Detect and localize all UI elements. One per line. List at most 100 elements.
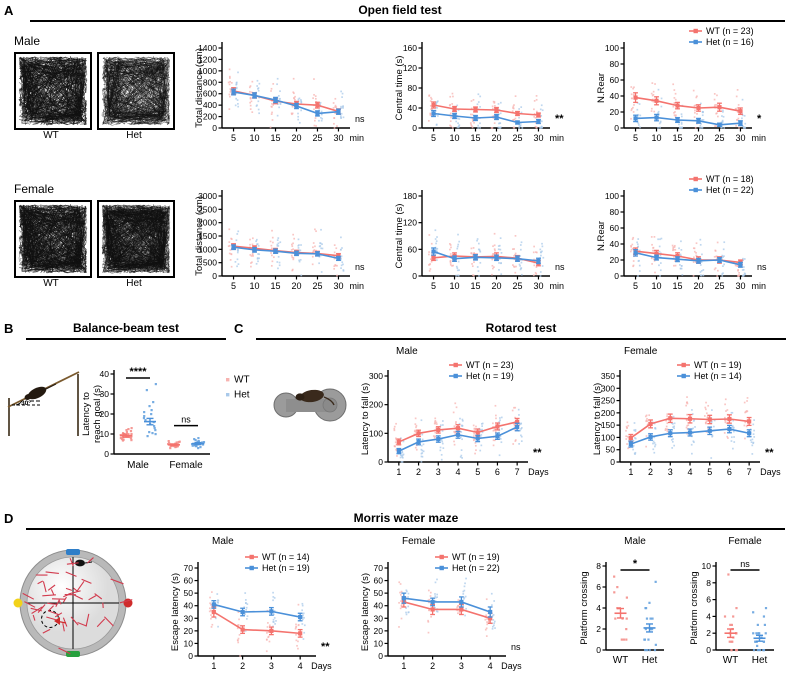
svg-text:WT (n = 19): WT (n = 19) <box>452 552 500 562</box>
svg-text:600: 600 <box>203 89 217 99</box>
svg-text:Days: Days <box>501 661 522 671</box>
chart-female-central-time: 0 60 120 180 5 10 15 20 25 30 min ns Central time (s… <box>390 176 574 298</box>
panel-b-letter: B <box>4 321 14 336</box>
svg-text:50: 50 <box>374 588 384 598</box>
svg-text:10: 10 <box>100 429 110 439</box>
svg-text:10: 10 <box>450 281 460 291</box>
chart-male-nrear: 0 20 40 60 80 100 5 10 15 20 25 30 min * N.Rear WT (n =… <box>592 26 776 150</box>
svg-text:Het (n = 14): Het (n = 14) <box>694 371 742 381</box>
svg-text:3000: 3000 <box>198 191 217 201</box>
svg-text:0: 0 <box>706 645 711 655</box>
svg-text:0: 0 <box>614 123 619 133</box>
water-maze-diagram <box>8 545 138 661</box>
svg-text:0: 0 <box>188 651 193 661</box>
svg-text:WT (n = 23): WT (n = 23) <box>706 26 754 36</box>
svg-text:350: 350 <box>601 371 615 381</box>
svg-text:8: 8 <box>596 561 601 571</box>
svg-text:Latency to: Latency to <box>81 392 92 436</box>
svg-text:200: 200 <box>203 112 217 122</box>
svg-text:20: 20 <box>693 281 703 291</box>
svg-text:WT: WT <box>723 655 739 666</box>
svg-text:500: 500 <box>203 258 217 268</box>
svg-text:40: 40 <box>184 601 194 611</box>
svg-text:**: ** <box>533 447 542 459</box>
svg-text:180: 180 <box>403 191 417 201</box>
svg-text:100: 100 <box>369 428 383 438</box>
svg-text:20: 20 <box>100 409 110 419</box>
svg-text:Escape latency (s): Escape latency (s) <box>360 573 371 651</box>
svg-text:min: min <box>549 133 564 143</box>
svg-text:Total distance (cm): Total distance (cm) <box>194 48 205 128</box>
svg-text:4: 4 <box>596 603 601 613</box>
svg-text:Days: Days <box>528 467 549 477</box>
svg-text:30: 30 <box>735 281 745 291</box>
track-label-female-wt: WT <box>43 278 59 289</box>
svg-text:5: 5 <box>231 133 236 143</box>
svg-text:25: 25 <box>714 281 724 291</box>
svg-text:1400: 1400 <box>198 43 217 53</box>
svg-text:5: 5 <box>475 467 480 477</box>
svg-text:Platform crossing: Platform crossing <box>689 571 700 644</box>
svg-text:30: 30 <box>533 133 543 143</box>
svg-text:5: 5 <box>431 281 436 291</box>
svg-text:7: 7 <box>515 467 520 477</box>
svg-text:min: min <box>751 281 766 291</box>
chart-rotarod-male: Male 0 100 200 300 1 2 3 4 5 6 7 Days ** Latency to fa… <box>352 346 554 484</box>
svg-text:60: 60 <box>408 244 418 254</box>
svg-text:30: 30 <box>100 389 110 399</box>
svg-text:10: 10 <box>250 133 260 143</box>
panel-d-letter: D <box>4 511 14 526</box>
svg-text:WT (n = 19): WT (n = 19) <box>694 360 742 370</box>
rotarod-female-title: Female <box>624 346 658 357</box>
svg-text:10: 10 <box>450 133 460 143</box>
svg-text:80: 80 <box>408 83 418 93</box>
chart-male-total-distance: 0 200 400 600 800 1000 1200 1400 5 10 15 20 25 30 min n… <box>182 28 374 150</box>
panel-b-rule <box>26 338 226 340</box>
svg-text:30: 30 <box>735 133 745 143</box>
panelA-male-label: Male <box>14 34 41 48</box>
svg-text:400: 400 <box>203 100 217 110</box>
svg-text:**: ** <box>765 447 774 459</box>
svg-text:60: 60 <box>610 75 620 85</box>
svg-text:min: min <box>349 133 364 143</box>
svg-text:Male: Male <box>127 460 149 471</box>
svg-text:20: 20 <box>610 107 620 117</box>
svg-text:*: * <box>757 113 762 125</box>
panel-c-title: Rotarod test <box>485 321 557 335</box>
svg-text:5: 5 <box>633 133 638 143</box>
svg-text:2500: 2500 <box>198 204 217 214</box>
svg-text:0: 0 <box>412 271 417 281</box>
svg-text:50: 50 <box>606 445 616 455</box>
svg-text:0: 0 <box>104 449 109 459</box>
svg-text:WT (n = 23): WT (n = 23) <box>466 360 514 370</box>
svg-text:800: 800 <box>203 77 217 87</box>
svg-text:3: 3 <box>269 661 274 671</box>
svg-text:20: 20 <box>374 626 384 636</box>
svg-text:20: 20 <box>184 626 194 636</box>
svg-text:15: 15 <box>673 133 683 143</box>
svg-text:N.Rear: N.Rear <box>596 73 607 103</box>
svg-text:200: 200 <box>601 408 615 418</box>
chart-female-total-distance: 0 500 1000 1500 2000 2500 3000 5 10 15 20 25 30 min ns… <box>182 176 374 298</box>
svg-text:1500: 1500 <box>198 231 217 241</box>
svg-text:70: 70 <box>374 563 384 573</box>
svg-text:Latency to fall (s): Latency to fall (s) <box>360 383 371 455</box>
svg-text:40: 40 <box>374 601 384 611</box>
svg-text:2: 2 <box>416 467 421 477</box>
svg-text:0: 0 <box>378 457 383 467</box>
svg-text:20: 20 <box>610 255 620 265</box>
panel-a-rule <box>30 20 785 22</box>
svg-text:40: 40 <box>408 103 418 113</box>
svg-text:4: 4 <box>687 467 692 477</box>
svg-text:10: 10 <box>702 561 712 571</box>
svg-text:15: 15 <box>471 281 481 291</box>
svg-text:min: min <box>751 133 766 143</box>
svg-text:0: 0 <box>378 651 383 661</box>
balance-beam-diagram: 30° <box>6 360 84 446</box>
svg-text:10: 10 <box>184 638 194 648</box>
panel-d-rule <box>26 528 785 530</box>
svg-text:Het: Het <box>234 390 250 401</box>
svg-text:25: 25 <box>512 281 522 291</box>
svg-text:WT: WT <box>613 655 629 666</box>
svg-text:8: 8 <box>706 578 711 588</box>
